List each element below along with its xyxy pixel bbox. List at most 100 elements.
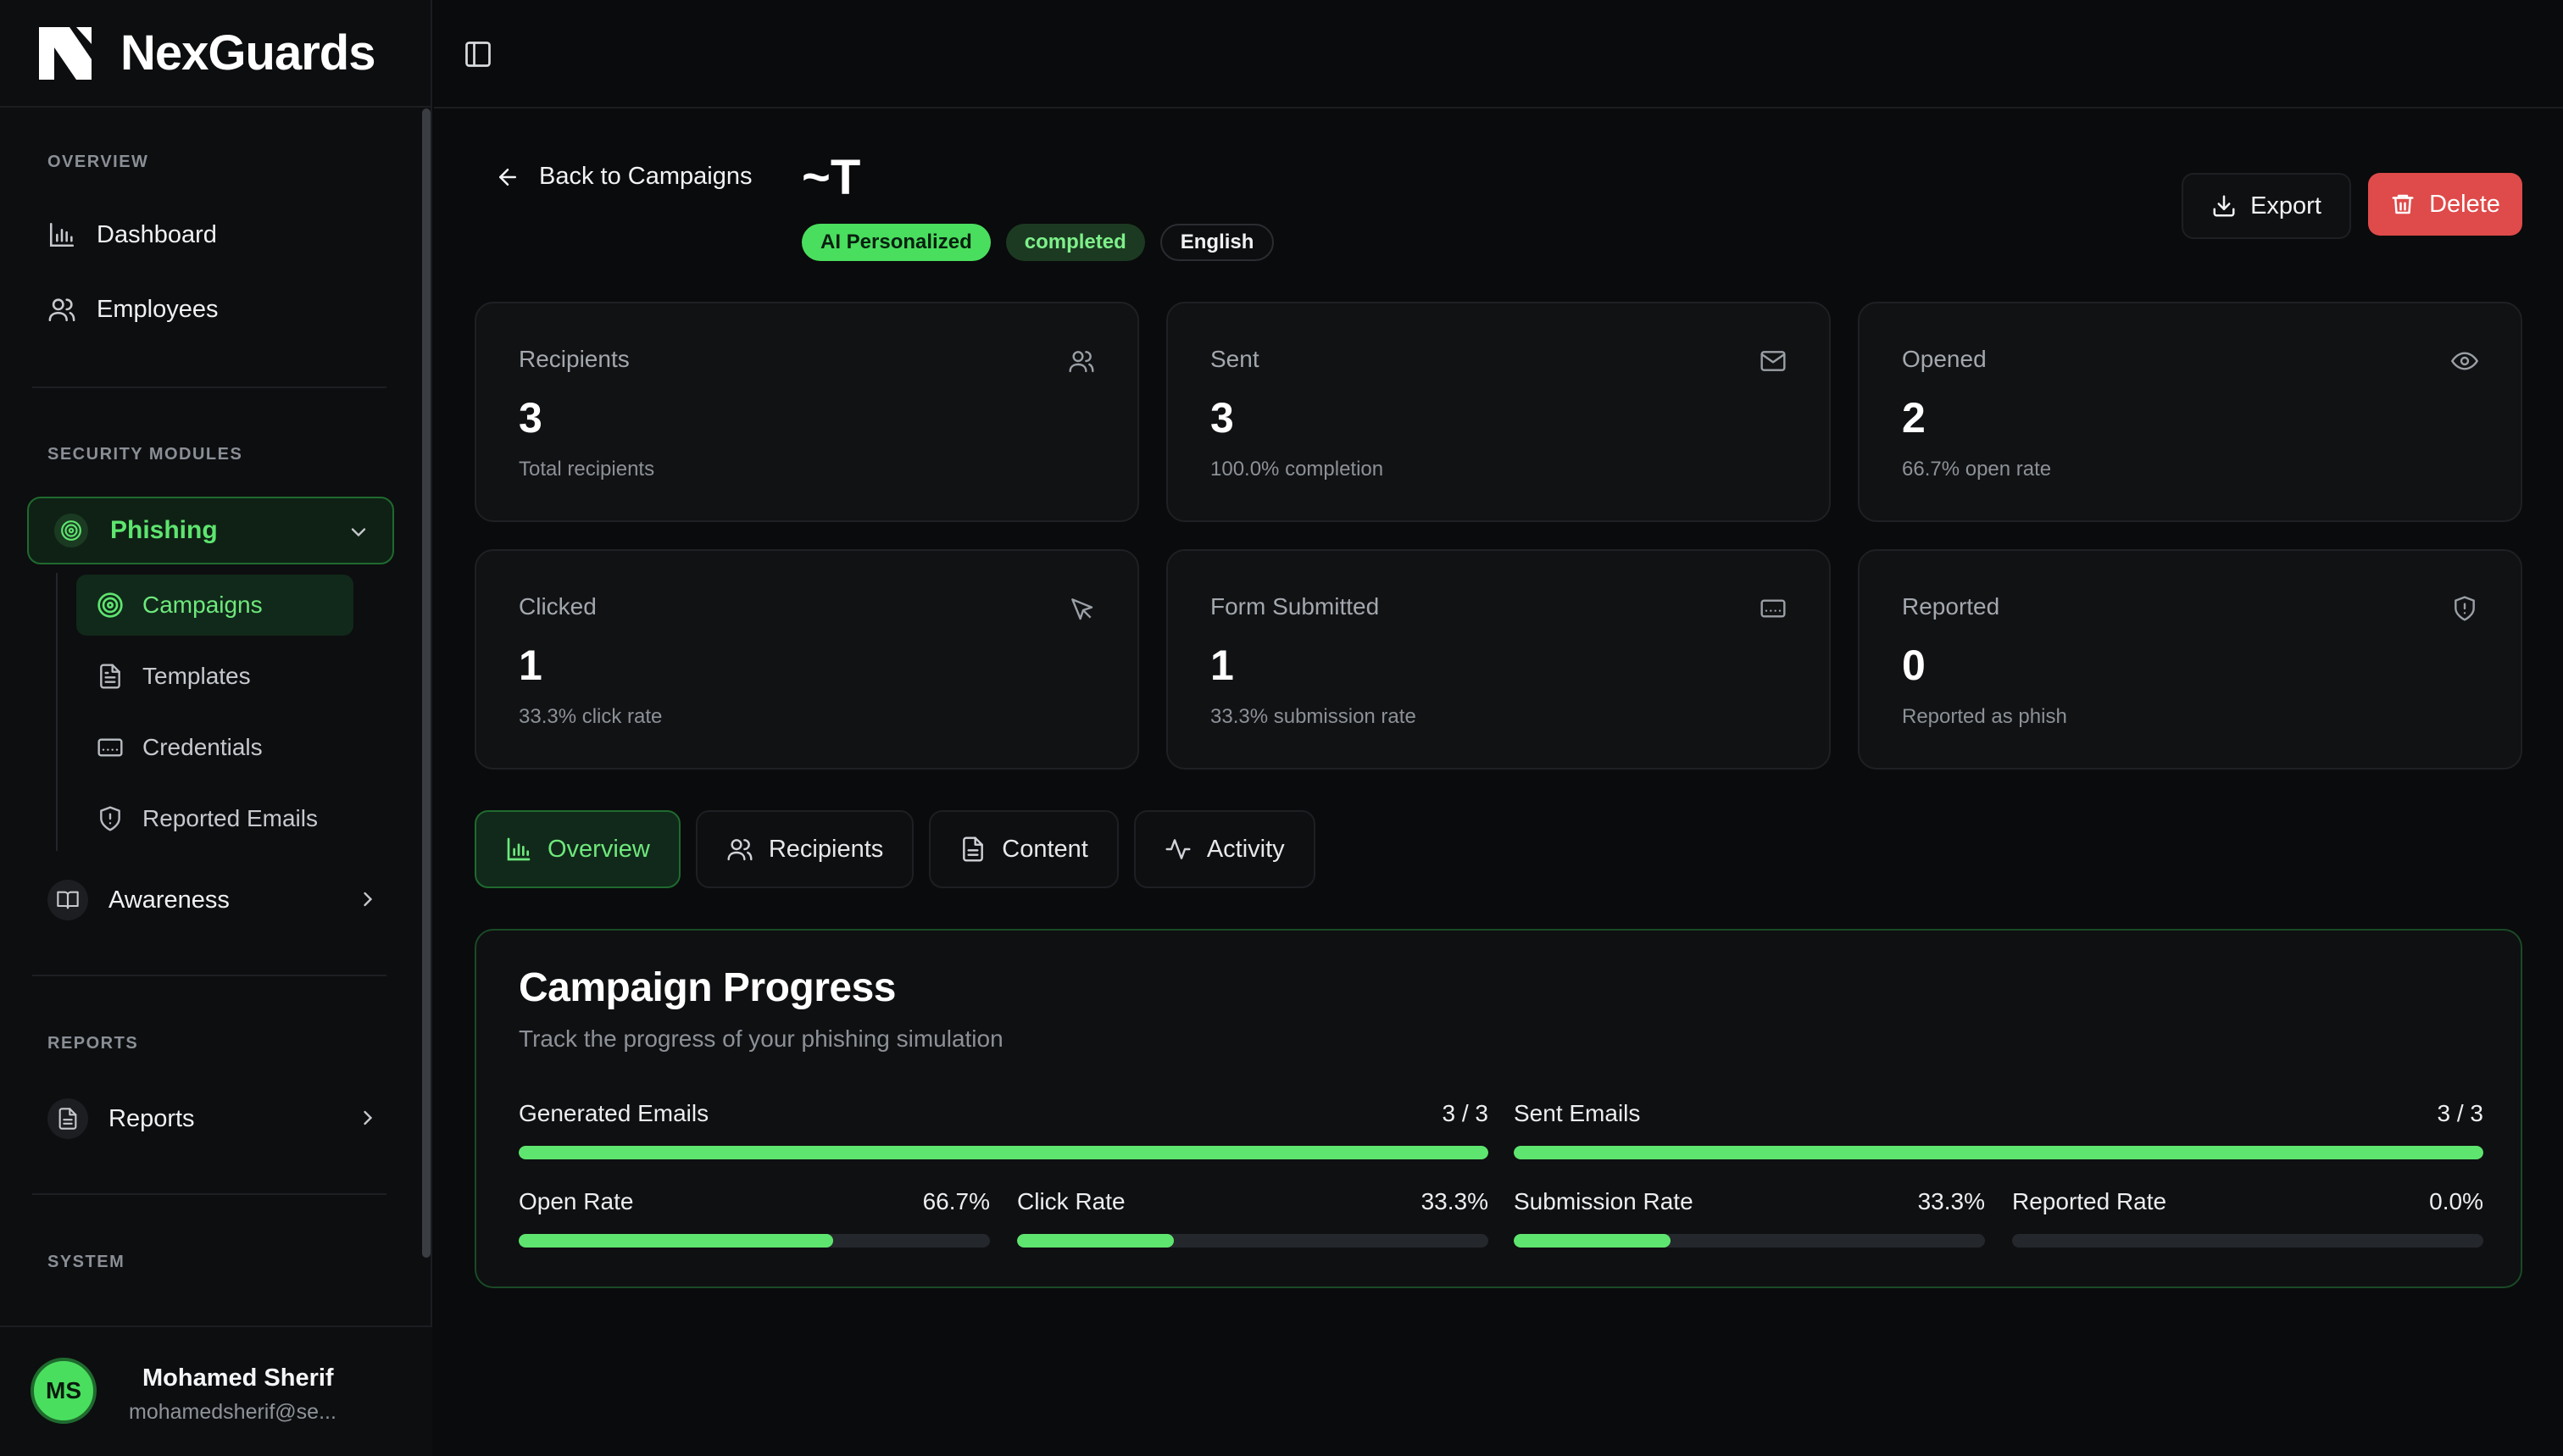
stat-card-opened: Opened 2 66.7% open rate <box>1858 302 2522 522</box>
sidebar-item-reports[interactable]: Reports <box>47 1093 386 1144</box>
stat-card-reported: Reported 0 Reported as phish <box>1858 549 2522 770</box>
tab-overview[interactable]: Overview <box>475 810 681 888</box>
stat-subtext: 33.3% click rate <box>519 705 663 728</box>
mail-icon <box>1760 351 1786 371</box>
target-icon <box>97 592 123 618</box>
bar-chart-icon <box>49 222 75 247</box>
delete-label: Delete <box>2429 190 2500 218</box>
stat-card-form-submitted: Form Submitted 1 33.3% submission rate <box>1166 549 1831 770</box>
sidebar: NexGuards OVERVIEW Dashboard Employees S… <box>0 0 432 1456</box>
section-label-system: SYSTEM <box>47 1253 125 1271</box>
sidebar-group-phishing[interactable]: Phishing <box>27 497 394 564</box>
chevron-right-icon <box>364 892 373 907</box>
campaign-badges: AI Personalized completed English <box>802 224 1275 261</box>
chevron-down-icon <box>351 528 366 537</box>
metric-value: 0.0% <box>2429 1188 2483 1214</box>
awareness-icon-wrap <box>47 880 88 920</box>
metric-value: 33.3% <box>1917 1188 1985 1214</box>
delete-button[interactable]: Delete <box>2368 173 2522 236</box>
progress-track <box>1514 1234 1985 1248</box>
status-badge: completed <box>1005 224 1145 261</box>
sidebar-item-campaigns[interactable]: Campaigns <box>76 575 353 636</box>
metric-label: Reported Rate <box>2012 1188 2167 1214</box>
stat-subtext: Total recipients <box>519 458 655 481</box>
sidebar-item-label: Reports <box>108 1104 195 1132</box>
form-icon <box>1760 599 1786 618</box>
tab-recipients[interactable]: Recipients <box>695 810 915 888</box>
shield-icon <box>2455 596 2475 621</box>
progress-fill <box>1514 1146 2483 1159</box>
metric-value: 3 / 3 <box>1442 1100 1488 1126</box>
sidebar-item-templates[interactable]: Templates <box>76 646 353 707</box>
stat-card-recipients: Recipients 3 Total recipients <box>475 302 1139 522</box>
sidebar-item-label: Reported Emails <box>142 805 318 831</box>
arrow-left-icon <box>499 168 516 186</box>
metric-value: 66.7% <box>922 1188 990 1214</box>
tab-activity[interactable]: Activity <box>1133 810 1315 888</box>
submenu-rail <box>56 573 58 851</box>
stat-subtext: 66.7% open rate <box>1902 458 2052 481</box>
credit-card-icon <box>97 738 123 757</box>
metric-label: Open Rate <box>519 1188 634 1214</box>
sidebar-item-dashboard[interactable]: Dashboard <box>47 220 217 249</box>
language-badge: English <box>1159 224 1275 261</box>
user-email: mohamedsherif@se... <box>129 1400 336 1424</box>
campaign-tabs: Overview Recipients Content Activity <box>475 810 1315 888</box>
file-icon <box>100 664 120 689</box>
sidebar-toggle-icon[interactable] <box>463 39 493 69</box>
user-name: Mohamed Sherif <box>142 1364 334 1392</box>
progress-track <box>1514 1146 2483 1159</box>
badge-ai-personalized: AI Personalized <box>802 224 991 261</box>
sidebar-divider <box>32 1193 386 1195</box>
stat-label: Recipients <box>519 346 630 372</box>
sidebar-item-employees[interactable]: Employees <box>47 295 218 324</box>
sidebar-item-label: Credentials <box>142 734 263 760</box>
sidebar-divider <box>32 386 386 388</box>
cursor-icon <box>1071 598 1093 620</box>
metric-label: Generated Emails <box>519 1100 709 1126</box>
section-label-overview: OVERVIEW <box>47 153 149 171</box>
brand[interactable]: NexGuards <box>0 0 432 108</box>
users-icon <box>48 298 75 322</box>
progress-fill <box>1514 1234 1671 1248</box>
sidebar-item-label: Campaigns <box>142 592 263 618</box>
stat-value: 1 <box>519 642 542 689</box>
back-link-label: Back to Campaigns <box>539 163 753 190</box>
metric-click-rate: Click Rate 33.3% <box>1017 1188 1488 1248</box>
metric-open-rate: Open Rate 66.7% <box>519 1188 990 1248</box>
metric-value: 33.3% <box>1420 1188 1488 1214</box>
stat-value: 1 <box>1210 642 1234 689</box>
header-divider <box>434 107 2563 108</box>
stat-label: Opened <box>1902 346 1987 372</box>
stat-value: 2 <box>1902 394 1926 442</box>
metric-sent-emails: Sent Emails 3 / 3 <box>1514 1100 2483 1159</box>
sidebar-scrollbar[interactable] <box>422 108 431 1258</box>
avatar: MS <box>31 1358 97 1424</box>
scrollbar-thumb[interactable] <box>422 108 431 1258</box>
file-text-icon <box>963 836 984 862</box>
sidebar-item-credentials[interactable]: Credentials <box>76 717 353 778</box>
stat-value: 3 <box>1210 394 1234 442</box>
sidebar-item-awareness[interactable]: Awareness <box>47 875 386 925</box>
file-text-icon <box>58 1108 77 1130</box>
sidebar-item-reported-emails[interactable]: Reported Emails <box>76 788 353 849</box>
page-title: ~T <box>802 150 861 205</box>
sidebar-group-label: Phishing <box>110 516 218 544</box>
metric-label: Sent Emails <box>1514 1100 1641 1126</box>
stat-card-clicked: Clicked 1 33.3% click rate <box>475 549 1139 770</box>
bar-chart-icon <box>507 837 531 861</box>
user-profile[interactable]: MS Mohamed Sherif mohamedsherif@se... <box>0 1325 432 1456</box>
back-to-campaigns-link[interactable]: Back to Campaigns <box>495 163 752 191</box>
sidebar-item-label: Dashboard <box>97 220 217 248</box>
progress-fill <box>519 1234 833 1248</box>
tab-content[interactable]: Content <box>929 810 1119 888</box>
sidebar-item-label: Awareness <box>108 886 230 914</box>
shield-icon <box>100 806 120 831</box>
metric-generated-emails: Generated Emails 3 / 3 <box>519 1100 1488 1159</box>
progress-track <box>2012 1234 2483 1248</box>
sidebar-divider <box>32 975 386 976</box>
export-button[interactable]: Export <box>2182 173 2351 239</box>
phishing-icon-wrap <box>54 514 88 547</box>
stat-value: 3 <box>519 394 542 442</box>
tab-label: Activity <box>1206 835 1285 863</box>
